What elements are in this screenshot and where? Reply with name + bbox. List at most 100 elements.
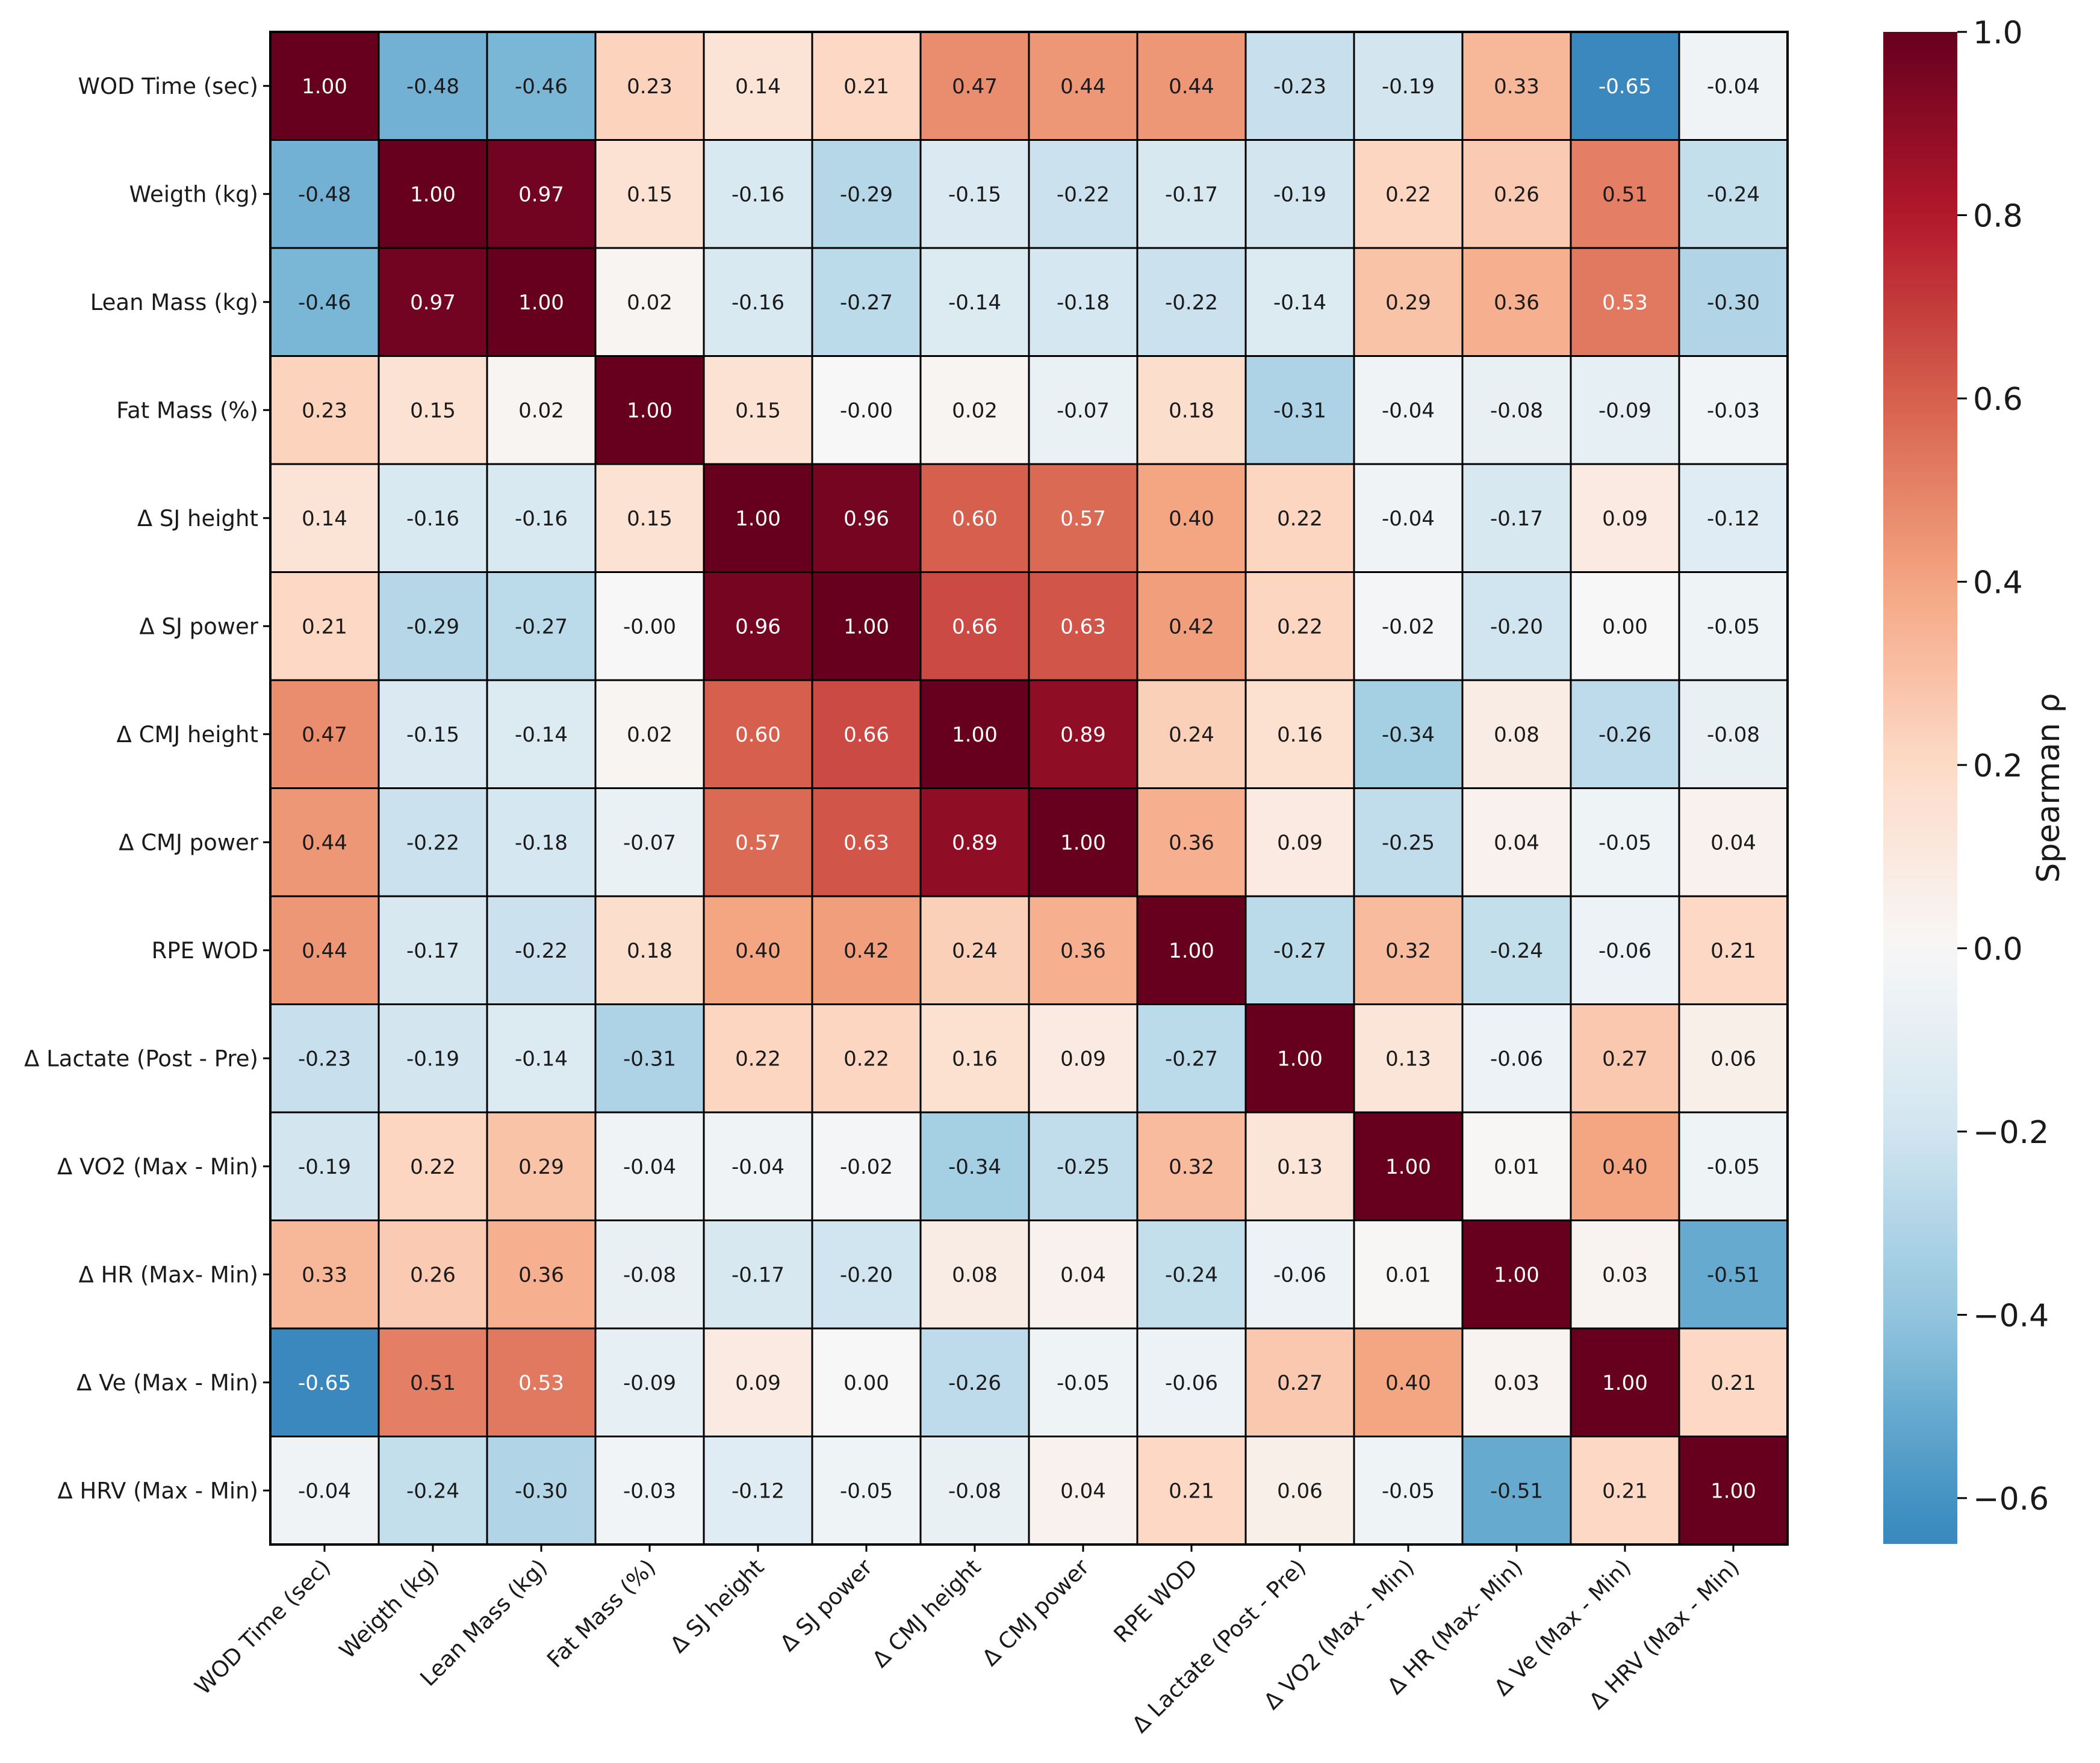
heatmap-cell xyxy=(811,1219,922,1330)
heatmap-cell xyxy=(1678,1111,1789,1221)
heatmap-cell-value: 0.04 xyxy=(1494,831,1539,855)
heatmap-cell-value: -0.02 xyxy=(1382,615,1435,639)
colorbar-tick-label: 1.0 xyxy=(1973,15,2023,51)
heatmap-cell-value: -0.12 xyxy=(732,1479,784,1503)
heatmap-cell xyxy=(486,1436,597,1546)
heatmap-cell-value: 0.33 xyxy=(1494,75,1539,99)
heatmap-cell xyxy=(1678,1219,1789,1330)
heatmap-cell xyxy=(1244,1436,1355,1546)
heatmap-cell-value: -0.31 xyxy=(1273,398,1326,423)
heatmap-cell-value: 0.13 xyxy=(1277,1155,1323,1179)
heatmap-cell-value: 0.60 xyxy=(952,507,998,531)
heatmap-cell xyxy=(1028,463,1139,573)
heatmap-cell-value: 0.04 xyxy=(1060,1479,1106,1503)
heatmap-cell-value: 0.89 xyxy=(952,831,998,855)
heatmap-cell-value: -0.16 xyxy=(406,507,459,531)
heatmap-cell-value: 0.22 xyxy=(410,1155,456,1179)
heatmap-cell-value: 0.36 xyxy=(1060,939,1106,963)
heatmap-cell xyxy=(919,679,1030,789)
heatmap-cell-value: -0.48 xyxy=(406,75,459,99)
heatmap-cell-value: -0.19 xyxy=(1273,182,1326,206)
heatmap-cell xyxy=(594,1219,705,1330)
heatmap-cell-value: -0.22 xyxy=(406,831,459,855)
heatmap-cell xyxy=(1678,355,1789,465)
heatmap-cell-value: 0.18 xyxy=(627,939,673,963)
heatmap-cell-value: -0.02 xyxy=(840,1155,893,1179)
heatmap-cell-value: 0.04 xyxy=(1710,831,1756,855)
heatmap-cell-value: -0.06 xyxy=(1490,1047,1543,1071)
heatmap-cell xyxy=(1461,679,1572,789)
heatmap-cell xyxy=(377,355,488,465)
heatmap-cell-value: -0.14 xyxy=(1273,291,1326,315)
heatmap-cell-value: 0.15 xyxy=(627,182,673,206)
heatmap-cell-value: 0.24 xyxy=(952,939,998,963)
heatmap-cell xyxy=(269,1003,380,1114)
heatmap-cell-value: 0.27 xyxy=(1277,1371,1323,1395)
heatmap-cell xyxy=(919,895,1030,1005)
colorbar-tick-label: −0.4 xyxy=(1973,1298,2049,1334)
heatmap-cell-value: 0.32 xyxy=(1385,939,1431,963)
heatmap-cell-value: 0.14 xyxy=(302,507,347,531)
heatmap-cell-value: -0.18 xyxy=(515,831,568,855)
heatmap-cell-value: -0.05 xyxy=(840,1479,893,1503)
heatmap-cell-value: 0.22 xyxy=(735,1047,781,1071)
heatmap-cell-value: 0.03 xyxy=(1494,1371,1539,1395)
heatmap-cell-value: 0.29 xyxy=(1385,291,1431,315)
y-tick-label: Fat Mass (%) xyxy=(116,397,258,423)
heatmap-cell-value: -0.00 xyxy=(623,615,676,639)
heatmap-cell xyxy=(1678,787,1789,897)
heatmap-cell xyxy=(1136,31,1247,141)
heatmap-cell xyxy=(1353,139,1464,249)
y-tick-label: Δ HRV (Max - Min) xyxy=(57,1478,258,1504)
y-tick-label: WOD Time (sec) xyxy=(78,73,258,99)
y-tick-label: Lean Mass (kg) xyxy=(90,290,258,315)
heatmap-cell-value: -0.20 xyxy=(840,1263,893,1287)
heatmap-cell-value: -0.05 xyxy=(1707,1155,1760,1179)
heatmap-cell-value: 0.18 xyxy=(1169,398,1214,423)
heatmap-cell xyxy=(1244,1111,1355,1221)
heatmap-cell-value: -0.04 xyxy=(1382,507,1435,531)
heatmap-cell-value: -0.05 xyxy=(1598,831,1651,855)
heatmap-cell xyxy=(1678,1327,1789,1437)
heatmap-cell xyxy=(1678,679,1789,789)
y-tick-label: Δ Ve (Max - Min) xyxy=(76,1370,258,1396)
heatmap-cell-value: -0.34 xyxy=(1382,723,1435,747)
heatmap-cell xyxy=(811,1327,922,1437)
heatmap-cell-labels: 1.00 -0.48 -0.46 0.23 0.14 0.21 0.47 0.44 0.44 -0… xyxy=(298,75,1760,1504)
heatmap-cell xyxy=(377,1111,488,1221)
heatmap-cell-value: -0.19 xyxy=(1382,75,1435,99)
heatmap-cell-value: 0.57 xyxy=(735,831,781,855)
heatmap-cell-value: -0.26 xyxy=(1598,723,1651,747)
heatmap-cell xyxy=(377,1003,488,1114)
heatmap-cell xyxy=(594,895,705,1005)
heatmap-cells xyxy=(269,31,1789,1546)
heatmap-cell-value: 1.00 xyxy=(627,398,673,423)
heatmap-cell-value: 0.63 xyxy=(843,831,889,855)
heatmap-cell-value: -0.23 xyxy=(298,1047,351,1071)
heatmap-cell-value: -0.25 xyxy=(1382,831,1435,855)
heatmap-cell xyxy=(269,679,380,789)
heatmap-cell xyxy=(1353,247,1464,357)
heatmap-cell xyxy=(1353,1436,1464,1546)
heatmap-cell-value: 1.00 xyxy=(302,75,347,99)
heatmap-cell-value: 0.09 xyxy=(1602,507,1648,531)
heatmap-cell-value: 0.47 xyxy=(302,723,347,747)
heatmap-cell xyxy=(1570,895,1680,1005)
heatmap-cell-value: -0.07 xyxy=(623,831,676,855)
heatmap-cell-value: 0.08 xyxy=(952,1263,998,1287)
heatmap-cell-value: -0.22 xyxy=(1165,291,1218,315)
heatmap-cell xyxy=(377,247,488,357)
heatmap-cell-value: -0.15 xyxy=(948,182,1001,206)
heatmap-cell xyxy=(1353,1003,1464,1114)
heatmap-cell-value: -0.26 xyxy=(948,1371,1001,1395)
heatmap-cell-value: -0.08 xyxy=(1490,398,1543,423)
heatmap-cell xyxy=(919,1003,1030,1114)
heatmap-cell-value: -0.65 xyxy=(1598,75,1651,99)
heatmap-cell-value: -0.24 xyxy=(406,1479,459,1503)
heatmap-border xyxy=(269,31,1789,1546)
heatmap-cell-value: 0.13 xyxy=(1385,1047,1431,1071)
heatmap-cell-value: 0.53 xyxy=(1602,291,1648,315)
heatmap-cell xyxy=(1353,895,1464,1005)
heatmap-cell-value: 0.06 xyxy=(1710,1047,1756,1071)
heatmap-cell xyxy=(1461,139,1572,249)
